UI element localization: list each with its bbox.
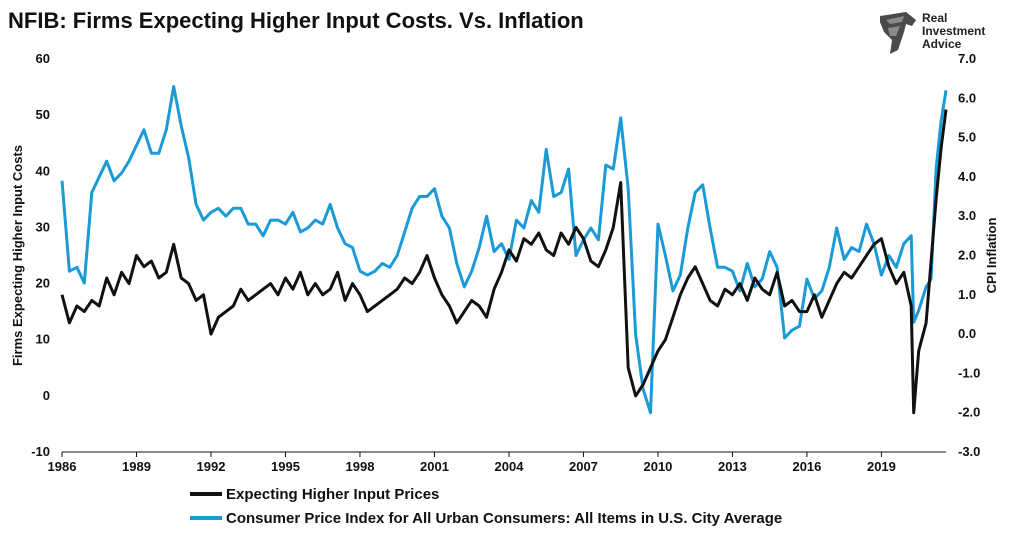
y-left-tick-label: 10 (36, 332, 50, 347)
y-right-tick-label: -1.0 (958, 365, 980, 380)
logo: Real Investment Advice (876, 10, 1006, 54)
y-right-tick-label: 4.0 (958, 169, 976, 184)
x-tick-label: 2019 (867, 459, 896, 474)
y-right-tick-label: 5.0 (958, 130, 976, 145)
y-axis-left-label: Firms Expecting Higher Input Costs (10, 145, 25, 366)
y-right-tick-label: -2.0 (958, 405, 980, 420)
logo-line-3: Advice (922, 37, 962, 51)
logo-line-2: Investment (922, 24, 986, 38)
x-tick-label: 2013 (718, 459, 747, 474)
legend-label-cpi: Consumer Price Index for All Urban Consu… (226, 509, 783, 527)
x-tick-label: 2007 (569, 459, 598, 474)
x-tick-label: 2004 (495, 459, 525, 474)
y-axis-right-label: CPI Inflation (984, 218, 999, 294)
eagle-head-icon (880, 12, 916, 54)
legend: Expecting Higher Input Prices Consumer P… (190, 482, 782, 530)
series-line-input-prices (60, 109, 948, 415)
legend-item-cpi: Consumer Price Index for All Urban Consu… (190, 506, 782, 530)
y-left-tick-label: 40 (36, 163, 50, 178)
axis-layer: 1986 1989 1992 1995 1998 2001 2004 2007 2010 2013… (31, 51, 980, 474)
x-tick-label: 2016 (792, 459, 821, 474)
y-right-tick-label: -3.0 (958, 444, 980, 459)
y-left-tick-label: 20 (36, 276, 50, 291)
legend-item-input-prices: Expecting Higher Input Prices (190, 482, 782, 506)
x-tick-label: 1986 (48, 459, 77, 474)
y-left-tick-label: 60 (36, 51, 50, 66)
x-tick-label: 1995 (271, 459, 300, 474)
y-left-tick-label: 50 (36, 107, 50, 122)
y-left-tick-label: 0 (43, 388, 50, 403)
series-line-cpi (60, 85, 948, 415)
y-left-tick-label: -10 (31, 444, 50, 459)
x-tick-label: 1992 (197, 459, 226, 474)
x-tick-label: 2001 (420, 459, 449, 474)
series-layer (60, 85, 948, 415)
logo-text: Real Investment Advice (922, 12, 985, 51)
logo-line-1: Real (922, 11, 948, 25)
y-right-tick-label: 7.0 (958, 51, 976, 66)
legend-label-input-prices: Expecting Higher Input Prices (226, 485, 440, 503)
y-right-tick-label: 3.0 (958, 208, 976, 223)
y-left-tick-label: 30 (36, 219, 50, 234)
y-right-tick-label: 0.0 (958, 326, 976, 341)
y-right-tick-label: 6.0 (958, 90, 976, 105)
x-tick-label: 1989 (122, 459, 151, 474)
y-right-tick-label: 2.0 (958, 248, 976, 263)
y-right-tick-label: 1.0 (958, 287, 976, 302)
legend-swatch-input-prices (190, 492, 222, 496)
x-tick-label: 2010 (643, 459, 672, 474)
x-tick-label: 1998 (346, 459, 375, 474)
chart-title: NFIB: Firms Expecting Higher Input Costs… (8, 8, 584, 33)
legend-swatch-cpi (190, 516, 222, 520)
